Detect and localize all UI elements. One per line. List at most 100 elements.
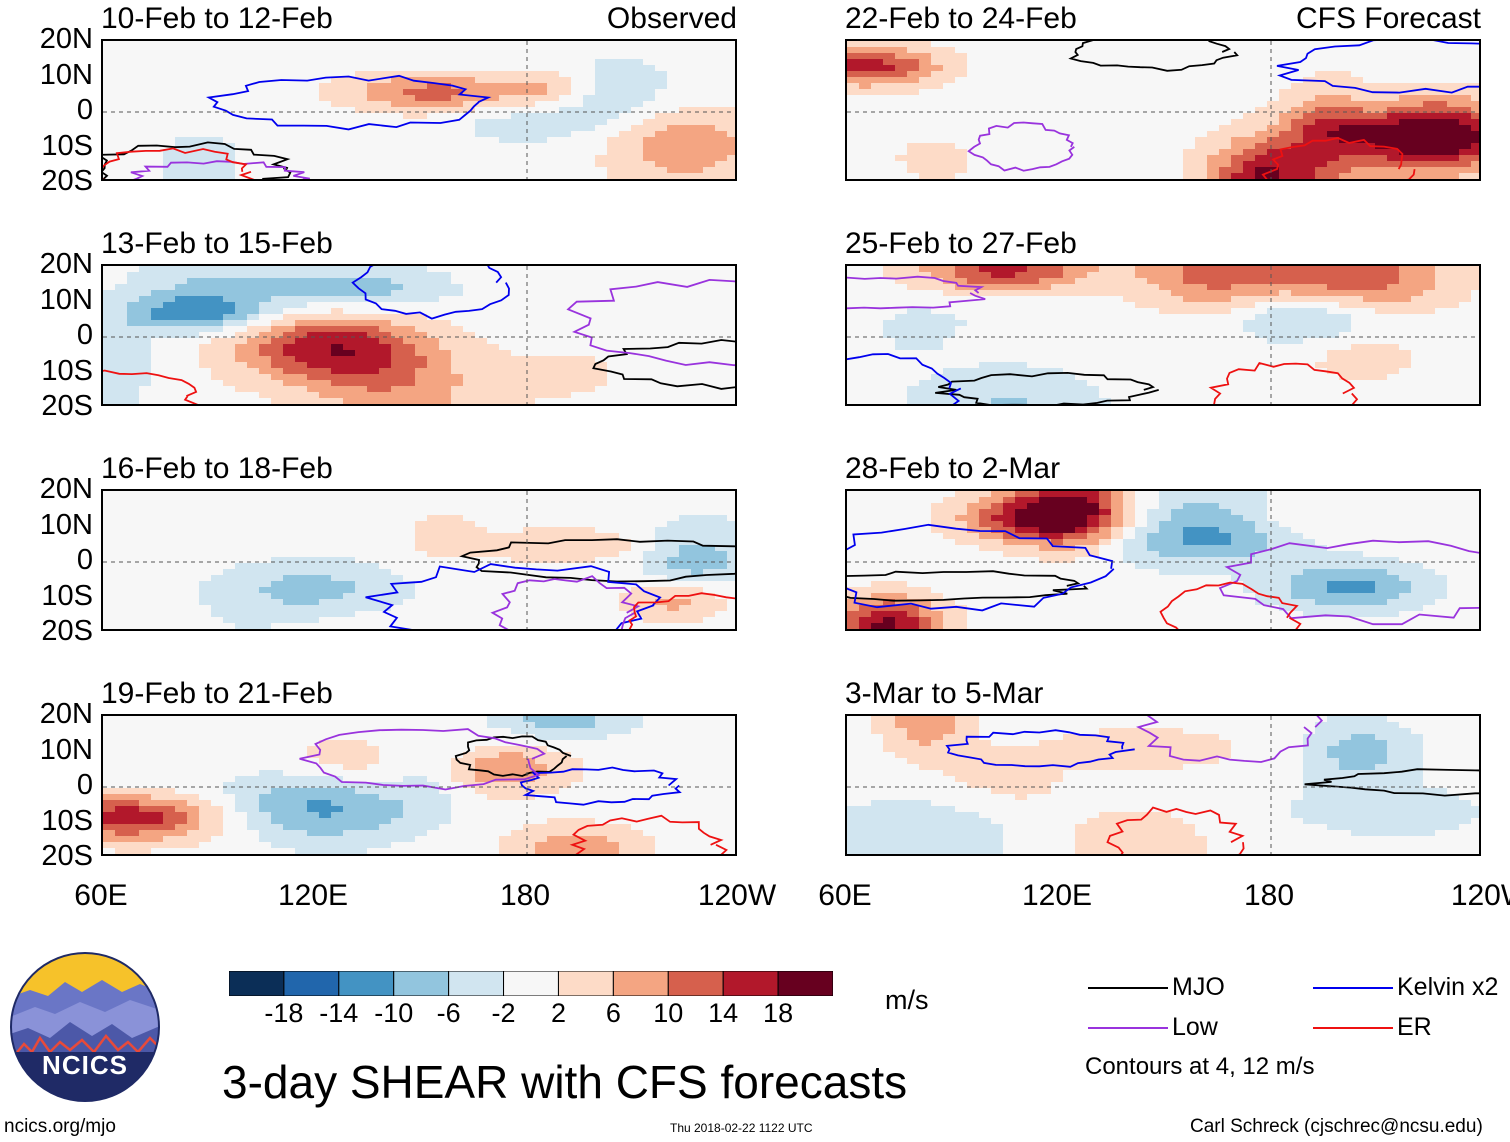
- heatmap-cell: [223, 179, 236, 181]
- heatmap-cell: [571, 758, 584, 765]
- heatmap-cell: [619, 155, 632, 162]
- heatmap-cell: [619, 314, 632, 321]
- heatmap-cell: [379, 131, 392, 138]
- heatmap-cell: [343, 758, 356, 765]
- heatmap-cell: [523, 65, 536, 72]
- heatmap-cell: [403, 551, 416, 558]
- heatmap-cell: [163, 836, 176, 843]
- heatmap-cell: [211, 533, 224, 540]
- heatmap-cell: [643, 587, 656, 594]
- heatmap-cell: [451, 830, 464, 837]
- heatmap-cell: [619, 302, 632, 309]
- heatmap-cell: [379, 521, 392, 528]
- heatmap-cell: [403, 41, 416, 48]
- heatmap-cell: [439, 491, 452, 498]
- heatmap-cell: [223, 119, 236, 126]
- heatmap-cell: [379, 356, 392, 363]
- heatmap-cell: [583, 605, 596, 612]
- heatmap-cell: [331, 740, 344, 747]
- heatmap-cell: [247, 89, 260, 96]
- heatmap-cell: [175, 563, 188, 570]
- heatmap-cell: [583, 119, 596, 126]
- heatmap-cell: [199, 794, 212, 801]
- heatmap-cell: [331, 557, 344, 564]
- heatmap-cell: [583, 770, 596, 777]
- heatmap-cell: [295, 332, 308, 339]
- heatmap-cell: [139, 113, 152, 120]
- heatmap-cell: [607, 65, 620, 72]
- heatmap-cell: [307, 332, 320, 339]
- heatmap-cell: [439, 527, 452, 534]
- heatmap-cell: [631, 125, 644, 132]
- heatmap-cell: [535, 812, 548, 819]
- heatmap-cell: [475, 623, 488, 629]
- heatmap-cell: [427, 278, 440, 285]
- heatmap-cell: [631, 113, 644, 120]
- heatmap-cell: [703, 149, 716, 156]
- heatmap-cell: [523, 302, 536, 309]
- heatmap-cell: [295, 386, 308, 393]
- heatmap-cell: [331, 149, 344, 156]
- heatmap-cell: [727, 308, 735, 315]
- heatmap-cell: [355, 521, 368, 528]
- heatmap-cell: [319, 95, 332, 102]
- heatmap-cell: [295, 398, 308, 404]
- heatmap-cell: [259, 143, 272, 150]
- heatmap-cell: [619, 119, 632, 126]
- heatmap-cell: [691, 41, 704, 48]
- heatmap-cell: [583, 545, 596, 552]
- heatmap-cell: [115, 611, 128, 618]
- heatmap-cell: [199, 125, 212, 132]
- heatmap-cell: [475, 296, 488, 303]
- heatmap-cell: [379, 173, 392, 179]
- heatmap-cell: [583, 776, 596, 783]
- heatmap-cell: [247, 782, 260, 789]
- shear-map-panel: [101, 489, 737, 631]
- heatmap-cell: [343, 278, 356, 285]
- heatmap-cell: [535, 53, 548, 60]
- heatmap-cell: [619, 71, 632, 78]
- heatmap-cell: [415, 527, 428, 534]
- heatmap-cell: [691, 350, 704, 357]
- heatmap-cell: [331, 71, 344, 78]
- heatmap-cell: [523, 812, 536, 819]
- heatmap-cell: [631, 362, 644, 369]
- heatmap-cell: [727, 368, 735, 375]
- heatmap-cell: [583, 71, 596, 78]
- heatmap-cell: [595, 800, 608, 807]
- heatmap-cell: [127, 65, 140, 72]
- heatmap-cell: [403, 107, 416, 114]
- heatmap-cell: [151, 830, 164, 837]
- heatmap-cell: [499, 125, 512, 132]
- heatmap-cell: [103, 818, 116, 825]
- heatmap-cell: [355, 113, 368, 120]
- heatmap-cell: [691, 362, 704, 369]
- heatmap-cell: [235, 101, 248, 108]
- heatmap-cell: [331, 551, 344, 558]
- heatmap-cell: [511, 398, 524, 404]
- heatmap-cell: [607, 59, 620, 66]
- heatmap-cell: [259, 173, 272, 179]
- heatmap-cell: [175, 89, 188, 96]
- heatmap-cell: [523, 332, 536, 339]
- heatmap-cell: [355, 836, 368, 843]
- heatmap-cell: [355, 746, 368, 753]
- heatmap-cell: [643, 509, 656, 516]
- heatmap-cell: [631, 398, 644, 404]
- heatmap-cell: [607, 101, 620, 108]
- heatmap-cell: [151, 527, 164, 534]
- heatmap-cell: [103, 587, 116, 594]
- heatmap-cell: [487, 830, 500, 837]
- heatmap-cell: [607, 290, 620, 297]
- heatmap-cell: [295, 752, 308, 759]
- heatmap-cell: [655, 392, 668, 399]
- heatmap-cell: [655, 575, 668, 582]
- heatmap-cell: [343, 125, 356, 132]
- heatmap-cell: [487, 788, 500, 795]
- heatmap-cell: [463, 734, 476, 741]
- heatmap-cell: [727, 758, 735, 765]
- heatmap-cell: [151, 266, 164, 273]
- heatmap-cell: [523, 545, 536, 552]
- heatmap-cell: [403, 338, 416, 345]
- heatmap-cell: [511, 497, 524, 504]
